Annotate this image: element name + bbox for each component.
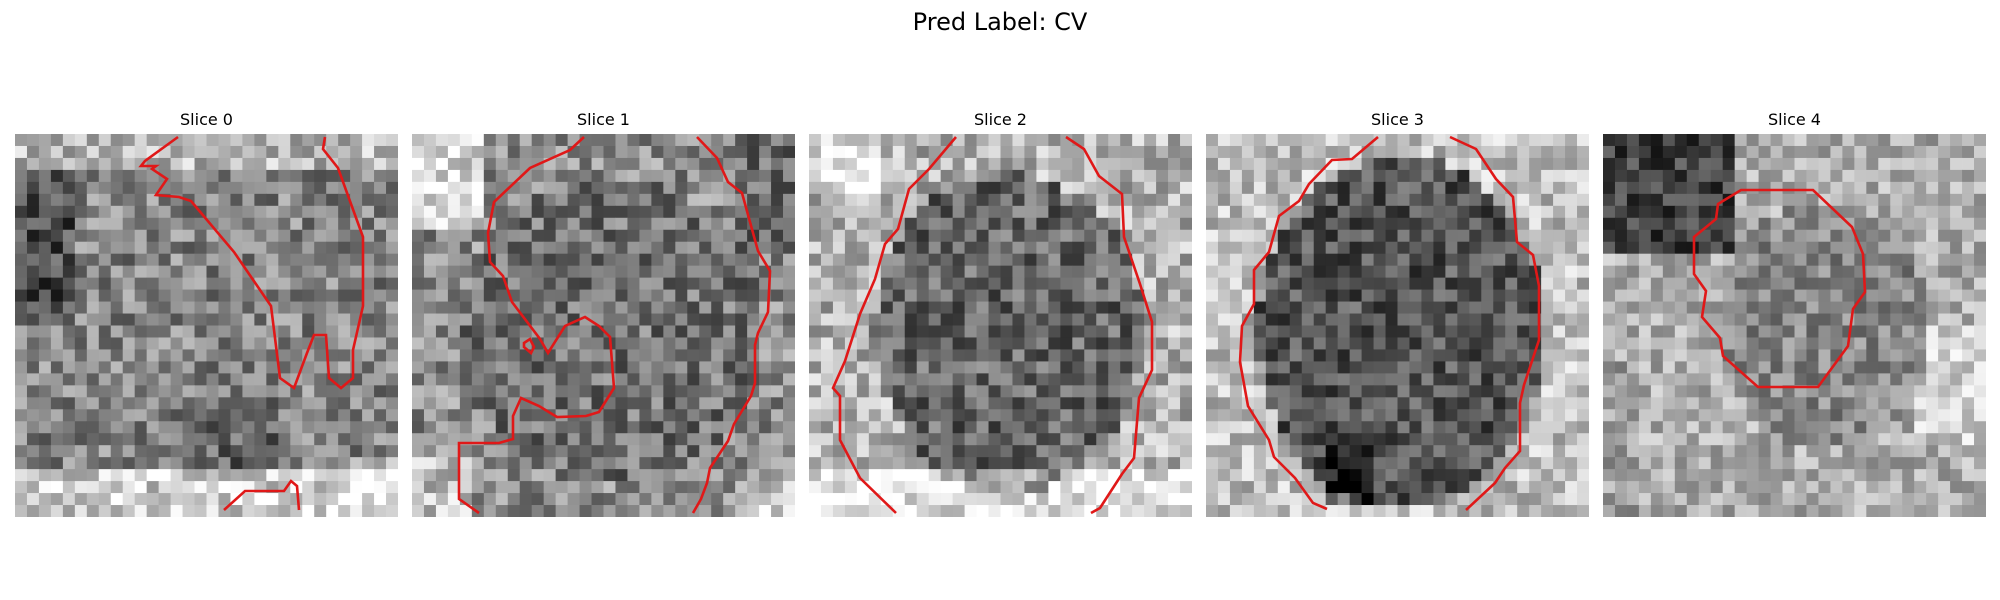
slice-title-3: Slice 3 [1371, 110, 1424, 129]
contour-2b [1065, 135, 1154, 515]
contour-0b [223, 479, 301, 511]
intensity-grid-3 [1206, 134, 1589, 517]
contour-4 [1692, 188, 1867, 389]
slice-title-2: Slice 2 [974, 110, 1027, 129]
figure-title: Pred Label: CV [912, 8, 1088, 36]
contour-1b [691, 136, 772, 514]
slice-title-4: Slice 4 [1768, 110, 1821, 129]
contour-1a [457, 136, 616, 515]
slice-image-0 [15, 134, 398, 517]
contour-3a [1238, 136, 1379, 511]
intensity-grid-4 [1603, 134, 1986, 517]
intensity-grid-0 [15, 134, 398, 517]
slice-title-0: Slice 0 [180, 110, 233, 129]
contour-1-island [522, 337, 536, 356]
contour-2a [831, 136, 957, 514]
contour-3b [1449, 135, 1541, 511]
slice-image-1 [412, 134, 795, 517]
contour-0a [138, 135, 365, 391]
intensity-grid-2 [809, 134, 1192, 517]
intensity-grid-1 [412, 134, 795, 517]
slice-image-3 [1206, 134, 1589, 517]
slice-image-2 [809, 134, 1192, 517]
slice-image-4 [1603, 134, 1986, 517]
slice-title-1: Slice 1 [577, 110, 630, 129]
